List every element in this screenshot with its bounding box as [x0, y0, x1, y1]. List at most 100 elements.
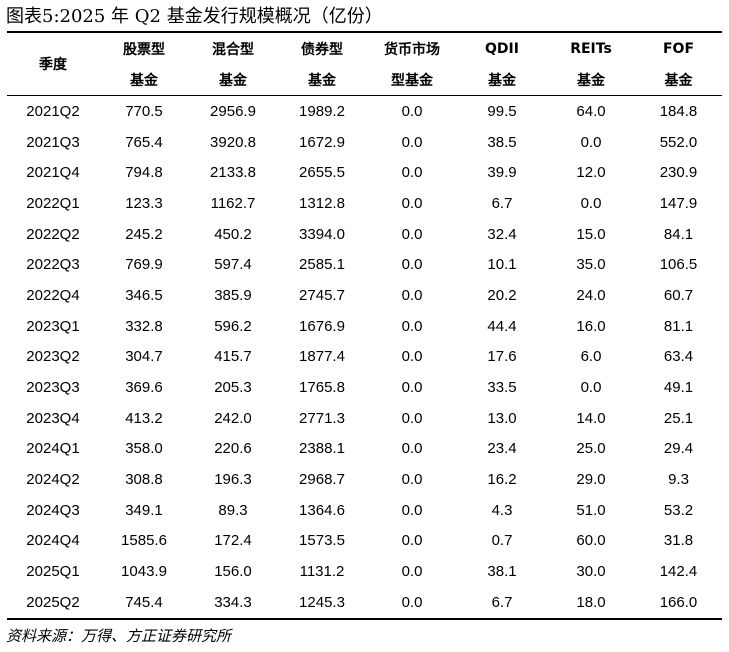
cell-fof: 53.2 — [663, 501, 694, 519]
header-equity-line1: 股票型 — [123, 41, 165, 58]
cell-qdii: 17.6 — [487, 348, 517, 366]
table-row: 2024Q3 349.1 89.3 1364.6 0.0 4.3 51.0 53.2 — [7, 495, 722, 526]
cell-qdii: 13.0 — [487, 409, 517, 427]
cell-reits: 60.0 — [576, 532, 606, 550]
cell-quarter: 2022Q1 — [26, 194, 80, 212]
header-reits-line2: 基金 — [547, 64, 635, 96]
cell-quarter: 2023Q3 — [26, 379, 80, 397]
header-quarter: 季度 — [7, 33, 99, 96]
cell-hybrid: 334.3 — [214, 593, 252, 611]
cell-hybrid: 2133.8 — [210, 164, 256, 182]
header-equity-line2: 基金 — [99, 64, 189, 96]
cell-money-market: 0.0 — [401, 471, 423, 489]
cell-reits: 24.0 — [576, 286, 606, 304]
cell-hybrid: 596.2 — [214, 317, 252, 335]
cell-qdii: 44.4 — [487, 317, 517, 335]
header-row-2: 基金 基金 基金 型基金 基金 基金 基金 — [7, 64, 722, 96]
cell-bond: 2585.1 — [299, 256, 345, 274]
cell-bond: 2745.7 — [299, 286, 345, 304]
cell-quarter: 2022Q4 — [26, 286, 80, 304]
cell-quarter: 2025Q2 — [26, 593, 80, 611]
cell-qdii: 6.7 — [491, 194, 513, 212]
cell-reits: 35.0 — [576, 256, 606, 274]
cell-fof: 84.1 — [663, 225, 694, 243]
cell-hybrid: 1162.7 — [210, 194, 256, 212]
cell-hybrid: 242.0 — [214, 409, 252, 427]
cell-equity: 1585.6 — [121, 532, 167, 550]
cell-qdii: 6.7 — [491, 593, 513, 611]
cell-bond: 1989.2 — [299, 102, 345, 120]
header-row-1: 季度 股票型 混合型 债券型 货币市场 QDII REITs FOF — [7, 33, 722, 96]
cell-bond: 2388.1 — [299, 440, 345, 458]
cell-qdii: 16.2 — [487, 471, 517, 489]
table-row: 2024Q4 1585.6 172.4 1573.5 0.0 0.7 60.0 31.8 — [7, 526, 722, 557]
cell-bond: 2968.7 — [299, 471, 345, 489]
cell-fof: 25.1 — [663, 409, 694, 427]
table-row: 2022Q4 346.5 385.9 2745.7 0.0 20.2 24.0 60.7 — [7, 280, 722, 311]
cell-reits: 6.0 — [580, 348, 602, 366]
cell-qdii: 23.4 — [487, 440, 517, 458]
cell-bond: 2655.5 — [299, 164, 345, 182]
cell-bond: 1672.9 — [299, 133, 345, 151]
cell-bond: 1364.6 — [299, 501, 345, 519]
cell-equity: 346.5 — [125, 286, 163, 304]
cell-quarter: 2024Q3 — [26, 501, 80, 519]
table-header: 季度 股票型 混合型 债券型 货币市场 QDII REITs FOF 基金 基金… — [7, 33, 722, 96]
cell-bond: 1312.8 — [299, 194, 345, 212]
cell-equity: 358.0 — [125, 440, 163, 458]
header-qdii-line2: 基金 — [457, 64, 547, 96]
cell-qdii: 20.2 — [487, 286, 517, 304]
cell-quarter: 2021Q3 — [26, 133, 80, 151]
cell-reits: 25.0 — [576, 440, 606, 458]
cell-hybrid: 205.3 — [214, 379, 252, 397]
cell-bond: 1573.5 — [299, 532, 345, 550]
cell-money-market: 0.0 — [401, 440, 423, 458]
cell-money-market: 0.0 — [401, 133, 423, 151]
table-row: 2025Q1 1043.9 156.0 1131.2 0.0 38.1 30.0 142.4 — [7, 556, 722, 587]
cell-bond: 1676.9 — [299, 317, 345, 335]
cell-qdii: 33.5 — [487, 379, 517, 397]
cell-quarter: 2021Q2 — [26, 102, 80, 120]
cell-quarter: 2023Q2 — [26, 348, 80, 366]
cell-quarter: 2021Q4 — [26, 164, 80, 182]
cell-equity: 304.7 — [125, 348, 163, 366]
cell-fof: 552.0 — [659, 133, 698, 151]
header-hybrid-line1: 混合型 — [212, 41, 254, 58]
table-row: 2022Q2 245.2 450.2 3394.0 0.0 32.4 15.0 84.1 — [7, 219, 722, 250]
cell-money-market: 0.0 — [401, 194, 423, 212]
cell-money-market: 0.0 — [401, 164, 423, 182]
cell-equity: 413.2 — [125, 409, 163, 427]
cell-bond: 1245.3 — [299, 593, 345, 611]
source-note: 资料来源：万得、方正证券研究所 — [6, 627, 232, 645]
cell-qdii: 4.3 — [491, 501, 513, 519]
cell-money-market: 0.0 — [401, 532, 423, 550]
table-row: 2023Q3 369.6 205.3 1765.8 0.0 33.5 0.0 49.1 — [7, 372, 722, 403]
header-money-market-line1: 货币市场 — [384, 41, 440, 58]
cell-quarter: 2025Q1 — [26, 563, 80, 581]
cell-reits: 14.0 — [576, 409, 606, 427]
cell-hybrid: 415.7 — [214, 348, 252, 366]
cell-reits: 12.0 — [576, 164, 606, 182]
cell-quarter: 2022Q3 — [26, 256, 80, 274]
cell-equity: 765.4 — [125, 133, 163, 151]
cell-fof: 49.1 — [663, 379, 694, 397]
header-money-market-line2: 型基金 — [367, 64, 457, 96]
cell-fof: 81.1 — [663, 317, 694, 335]
cell-hybrid: 156.0 — [214, 563, 252, 581]
table-row: 2024Q1 358.0 220.6 2388.1 0.0 23.4 25.0 29.4 — [7, 434, 722, 465]
fund-issuance-table: 季度 股票型 混合型 债券型 货币市场 QDII REITs FOF 基金 基金… — [7, 33, 722, 618]
cell-reits: 0.0 — [580, 379, 602, 397]
cell-fof: 142.4 — [659, 563, 698, 581]
cell-bond: 1131.2 — [299, 563, 345, 581]
cell-fof: 230.9 — [659, 164, 698, 182]
cell-money-market: 0.0 — [401, 317, 423, 335]
cell-quarter: 2024Q2 — [26, 471, 80, 489]
cell-reits: 29.0 — [576, 471, 606, 489]
cell-qdii: 38.5 — [487, 133, 517, 151]
table-row: 2021Q3 765.4 3920.8 1672.9 0.0 38.5 0.0 552.0 — [7, 127, 722, 158]
cell-bond: 3394.0 — [299, 225, 345, 243]
cell-equity: 245.2 — [125, 225, 163, 243]
cell-bond: 1765.8 — [299, 379, 345, 397]
cell-fof: 147.9 — [659, 194, 698, 212]
cell-quarter: 2022Q2 — [26, 225, 80, 243]
